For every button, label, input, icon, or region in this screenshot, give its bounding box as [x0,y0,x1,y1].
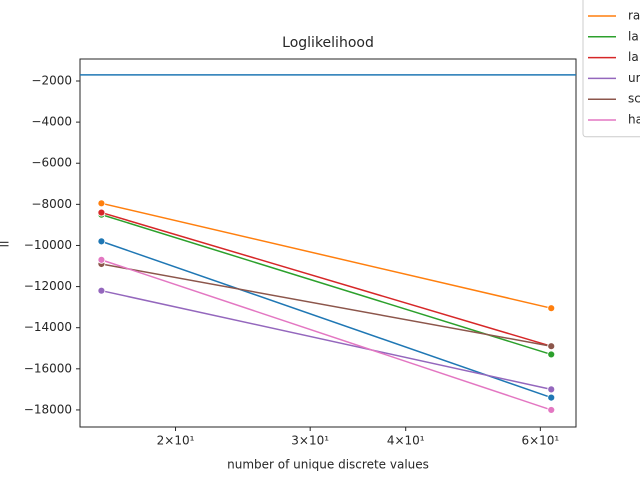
point [547,393,556,402]
point [97,286,106,295]
line [101,213,552,356]
line [101,263,552,347]
legend-label: sc [628,92,640,106]
x-tick-label: 2×10¹ [157,434,195,448]
y-tick-label: −4000 [31,115,72,129]
point [97,199,106,208]
y-tick-label: −8000 [31,197,72,211]
point [97,208,106,217]
point [547,385,556,394]
line [101,211,552,347]
line [101,202,552,309]
legend-label: ra [628,9,640,23]
x-tick-label: 6×10¹ [521,434,559,448]
y-tick-label: −6000 [31,156,72,170]
line [101,259,552,411]
point [547,350,556,359]
x-tick-label: 3×10¹ [291,434,329,448]
plot-frame [79,58,577,428]
legend-label: ha [628,113,640,127]
legend-label: la [628,29,639,43]
line [101,289,552,391]
legend-label: ur [628,71,640,85]
legend-box [582,0,640,138]
y-tick-label: −14000 [24,320,72,334]
legend-label: la [628,50,639,64]
y-tick-label: −16000 [24,361,72,375]
y-tick-label: −2000 [31,73,72,87]
chart-title: Loglikelihood [282,35,374,51]
line [101,240,552,399]
y-tick-label: −10000 [24,238,72,252]
y-tick-label: −12000 [24,279,72,293]
x-axis-label: number of unique discrete values [227,458,429,472]
point [97,255,106,264]
point [547,406,556,414]
x-tick-label: 4×10¹ [387,434,425,448]
point [547,342,556,351]
point [97,237,106,246]
y-tick-label: −18000 [24,402,72,416]
y-axis-label: ll [0,241,12,248]
point [547,304,556,313]
